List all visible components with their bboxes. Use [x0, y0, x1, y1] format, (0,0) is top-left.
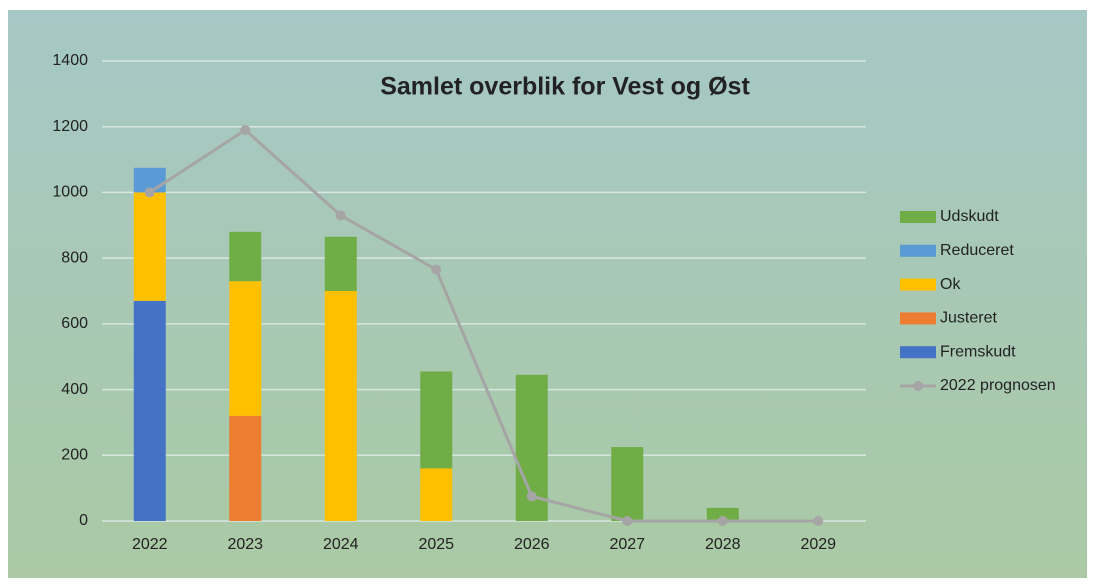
legend-label: Reduceret: [940, 242, 1014, 259]
x-tick-label: 2023: [227, 536, 263, 553]
legend-swatch: [900, 278, 936, 291]
legend-label: Fremskudt: [940, 343, 1016, 360]
bar-segment: [324, 236, 357, 291]
bar-segment: [229, 231, 262, 282]
y-tick-label: 1200: [52, 118, 88, 135]
x-tick-label: 2029: [800, 536, 836, 553]
legend-label: 2022 prognosen: [940, 377, 1056, 394]
legend-label: Udskudt: [940, 208, 999, 225]
y-tick-label: 1400: [52, 52, 88, 69]
legend-label: Ok: [940, 276, 961, 293]
bar-segment: [420, 468, 453, 521]
bar-segment: [133, 192, 166, 301]
legend-swatch: [900, 346, 936, 359]
bar-segment: [229, 281, 262, 416]
y-tick-label: 400: [61, 381, 88, 398]
y-tick-label: 200: [61, 447, 88, 464]
legend-label: Justeret: [940, 310, 997, 327]
line-marker: [526, 491, 537, 502]
bar-segment: [420, 371, 453, 469]
line-marker: [813, 516, 824, 526]
bar-segment: [611, 447, 644, 521]
line-marker: [622, 516, 633, 526]
line: [148, 128, 819, 523]
x-tick-label: 2027: [609, 536, 645, 553]
y-tick-label: 1000: [52, 184, 88, 201]
x-tick-label: 2028: [705, 536, 741, 553]
bar-segment: [324, 291, 357, 521]
x-tick-label: 2024: [323, 536, 359, 553]
line-marker: [431, 264, 442, 275]
y-tick-label: 800: [61, 249, 88, 266]
line-marker: [717, 516, 728, 526]
line-marker: [240, 125, 251, 135]
y-tick-label: 600: [61, 315, 88, 332]
x-tick-label: 2026: [514, 536, 550, 553]
y-tick-label: 0: [79, 512, 88, 529]
x-tick-label: 2022: [132, 536, 168, 553]
legend-swatch: [900, 211, 936, 223]
legend-marker: [913, 381, 923, 391]
x-tick-label: 2025: [418, 536, 454, 553]
chart-title: Samlet overblik for Vest og Øst: [380, 73, 750, 101]
bar-segment: [706, 507, 739, 521]
bar-segment: [229, 415, 262, 521]
line-marker: [335, 210, 346, 221]
bar-segment: [133, 300, 166, 521]
line-marker: [144, 187, 155, 198]
legend-swatch: [900, 312, 936, 325]
legend-swatch: [900, 244, 936, 257]
